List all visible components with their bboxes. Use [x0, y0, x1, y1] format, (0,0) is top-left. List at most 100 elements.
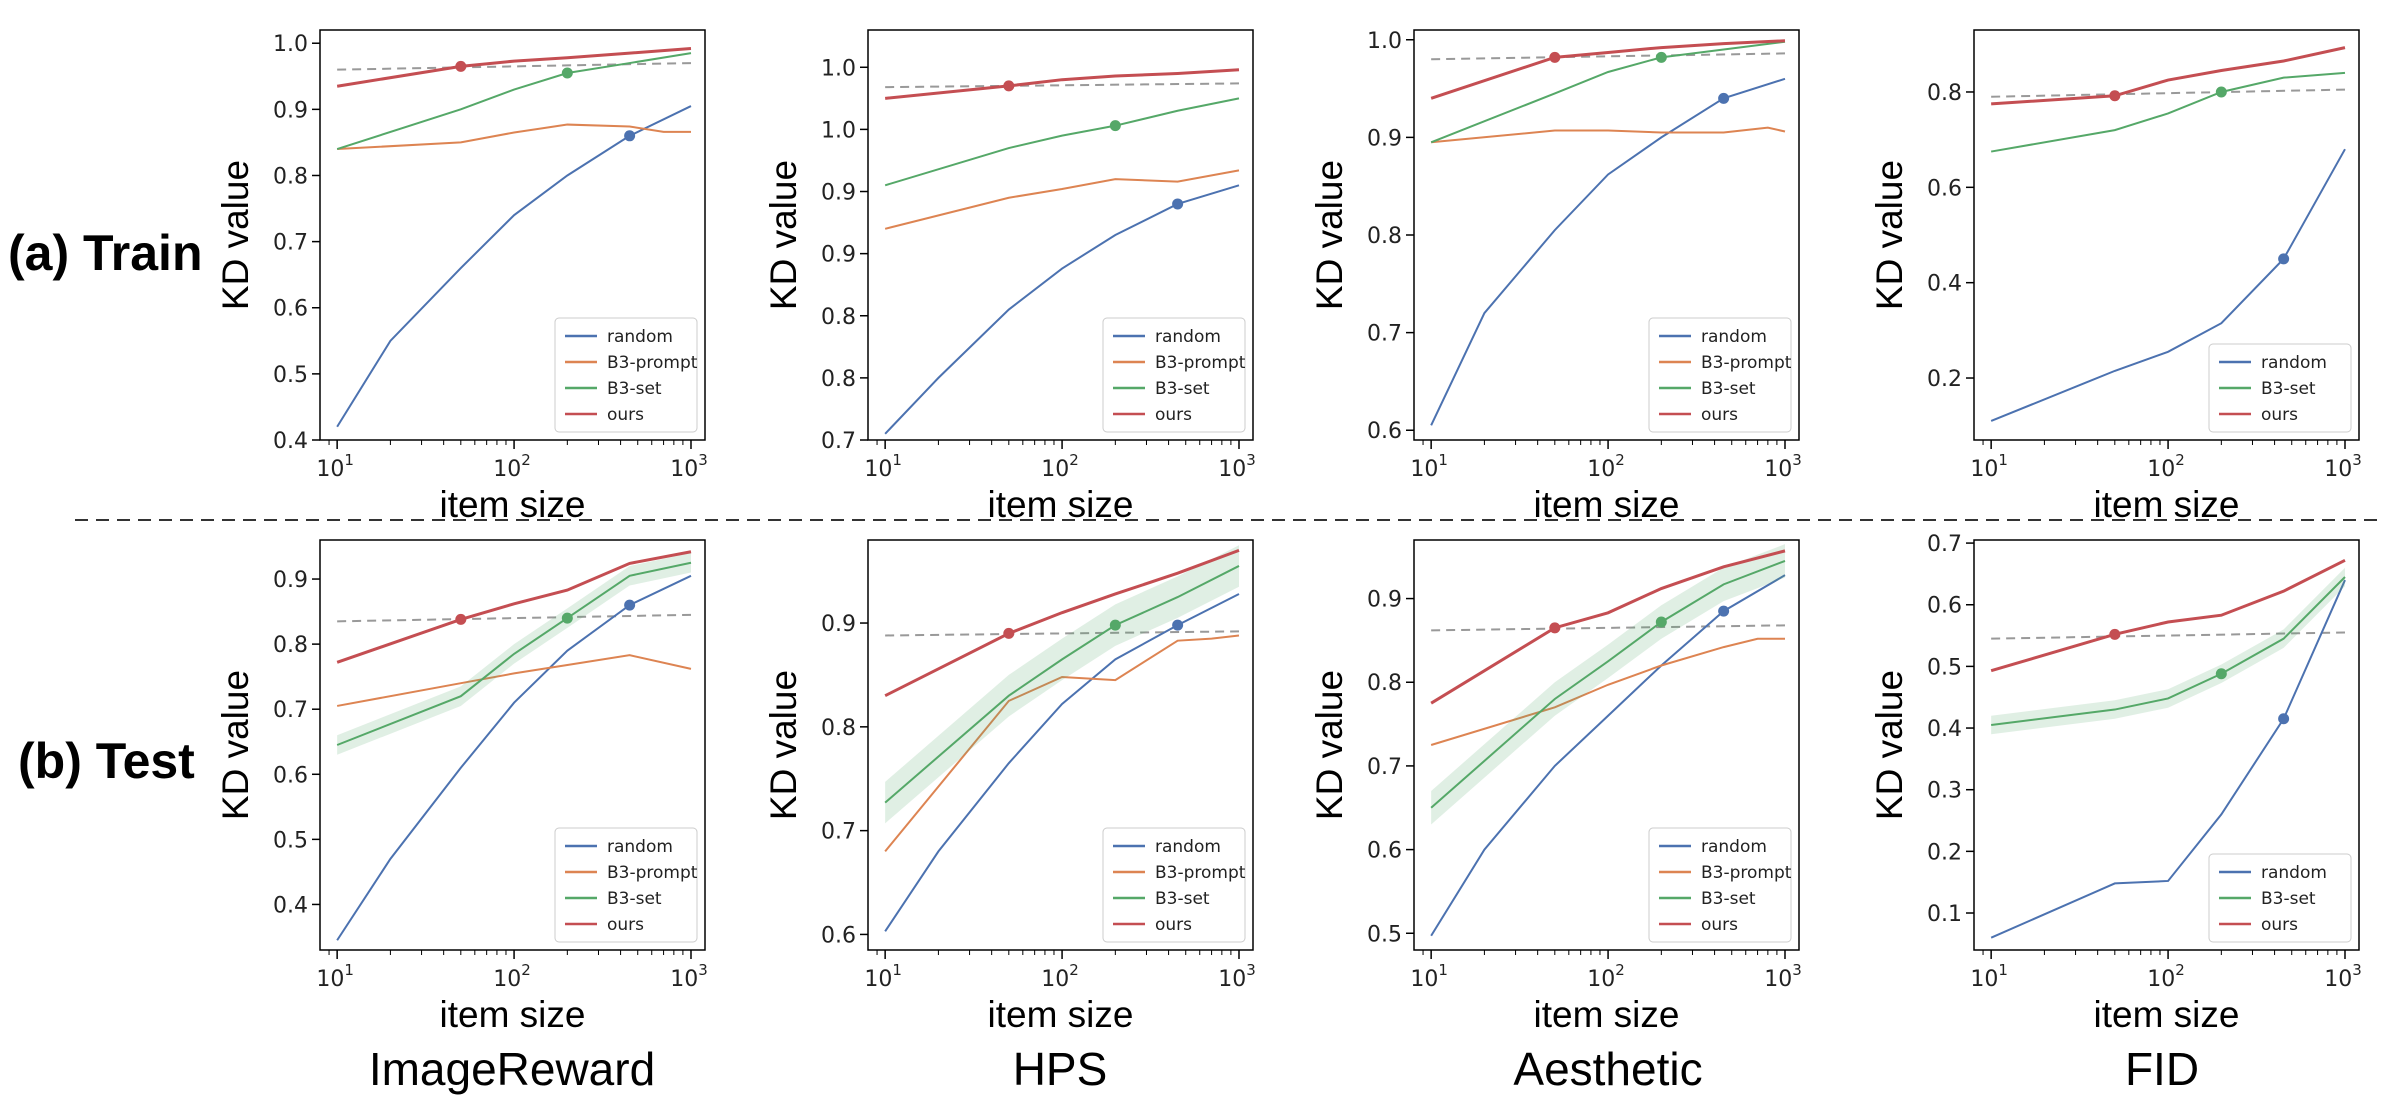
x-tick-label: 102 — [1041, 451, 1079, 482]
legend-label: ours — [1701, 915, 1738, 935]
y-tick-label: 0.8 — [1367, 671, 1402, 696]
series-line-b3-set — [1430, 40, 1786, 144]
legend: random B3-prompt B3-set ours — [1102, 317, 1246, 433]
y-axis-label: KD value — [1869, 670, 1910, 820]
x-tick-label: 101 — [1970, 961, 2008, 992]
series-marker-random — [1172, 198, 1184, 210]
y-axis-label: KD value — [215, 670, 256, 820]
legend-label: B3-set — [1155, 889, 1210, 909]
y-tick-label: 0.8 — [273, 633, 308, 658]
series-band-b3-set — [885, 545, 1239, 824]
column-label-fid: FID — [2125, 1043, 2199, 1095]
legend-label: B3-prompt — [1701, 353, 1792, 373]
y-tick-label: 0.7 — [1367, 755, 1402, 780]
series-marker-b3-set — [2215, 668, 2227, 680]
series-line-ours — [1430, 39, 1786, 100]
x-tick-label: 101 — [864, 961, 902, 992]
legend-box — [1648, 827, 1792, 943]
series-marker-b3-set — [1109, 120, 1121, 132]
series-marker-ours — [2109, 628, 2121, 640]
series-line-b3-set — [884, 97, 1240, 187]
legend-label: random — [1155, 837, 1221, 857]
legend-label: B3-prompt — [607, 353, 698, 373]
y-tick-label: 0.3 — [1927, 779, 1962, 804]
series-line-b3-set — [336, 52, 692, 150]
x-axis-label: item size — [2094, 484, 2240, 525]
x-tick-label: 102 — [2147, 961, 2185, 992]
x-tick-label: 101 — [864, 451, 902, 482]
legend-box — [2208, 853, 2352, 943]
series-marker-b3-set — [561, 612, 573, 624]
series-line-b3-prompt — [336, 654, 692, 707]
series-marker-ours — [455, 60, 467, 72]
series-line-ours — [336, 47, 692, 88]
series-line-b3-prompt — [337, 123, 691, 151]
legend-box — [2208, 343, 2352, 433]
legend-label: B3-set — [607, 889, 662, 909]
x-axis-label: item size — [988, 994, 1134, 1035]
legend-label: ours — [1701, 405, 1738, 425]
series-marker-ours — [1549, 51, 1561, 63]
series-marker-ours — [1003, 627, 1015, 639]
series-line-ours — [336, 550, 692, 664]
legend-label: B3-set — [2261, 889, 2316, 909]
chart-panel-2: 101 102 103 0.6 0.7 0.8 0.9 1.0 item size KD valu… — [1309, 29, 1802, 525]
y-axis-label: KD value — [215, 160, 256, 310]
y-tick-label: 0.8 — [821, 716, 856, 741]
legend: random B3-prompt B3-set ours — [1648, 827, 1792, 943]
chart-panel-6: 101 102 103 0.5 0.6 0.7 0.8 0.9 item size KD valu… — [1309, 539, 1802, 1035]
column-label-aesthetic: Aesthetic — [1513, 1043, 1702, 1095]
x-tick-label: 101 — [316, 451, 354, 482]
legend: random B3-set ours — [2208, 343, 2352, 433]
x-tick-label: 101 — [1970, 451, 2008, 482]
x-axis-label: item size — [988, 484, 1134, 525]
legend-box — [1102, 317, 1246, 433]
series-line-b3-set — [1991, 576, 2346, 726]
series-line-ours — [1990, 559, 2346, 673]
x-tick-label: 103 — [1218, 961, 1256, 992]
y-tick-label: 0.7 — [1367, 322, 1402, 347]
chart-panel-1: 101 102 103 0.7 0.8 0.8 0.9 0.9 1.0 1.0 item size K… — [763, 29, 1256, 525]
y-tick-label: 0.8 — [821, 305, 856, 330]
series-line-random — [1990, 148, 2346, 422]
legend-label: random — [2261, 353, 2327, 373]
y-tick-label: 0.7 — [273, 698, 308, 723]
legend-label: B3-set — [2261, 379, 2316, 399]
series-line-ours — [1991, 46, 2346, 106]
chart-panel-0: 101 102 103 0.4 0.5 0.6 0.7 0.8 0.9 1.0 item size K… — [215, 29, 708, 525]
x-tick-label: 101 — [316, 961, 354, 992]
y-tick-label: 0.9 — [1367, 126, 1402, 151]
y-tick-label: 0.9 — [1367, 588, 1402, 613]
x-tick-label: 102 — [493, 451, 531, 482]
y-tick-label: 0.9 — [273, 98, 308, 123]
y-axis-label: KD value — [1309, 160, 1350, 310]
x-tick-label: 103 — [2324, 961, 2362, 992]
series-marker-random — [1718, 605, 1730, 617]
y-tick-label: 1.0 — [1367, 29, 1402, 54]
legend-label: ours — [2261, 405, 2298, 425]
column-label-imagereward: ImageReward — [369, 1043, 655, 1095]
y-tick-label: 1.0 — [273, 32, 308, 57]
y-tick-label: 0.6 — [273, 297, 308, 322]
chart-panel-5: 101 102 103 0.6 0.7 0.8 0.9 item size KD value ra… — [763, 539, 1256, 1035]
x-axis-label: item size — [2094, 994, 2240, 1035]
series-line-b3-prompt — [884, 169, 1240, 230]
series-line-b3-set — [884, 565, 1240, 804]
legend-label: B3-prompt — [1155, 353, 1246, 373]
y-tick-label: 0.9 — [821, 181, 856, 206]
y-tick-label: 0.8 — [1367, 224, 1402, 249]
series-marker-ours — [2109, 90, 2121, 102]
legend-label: random — [1701, 837, 1767, 857]
x-tick-label: 102 — [1041, 961, 1079, 992]
legend-label: B3-set — [607, 379, 662, 399]
legend-label: B3-set — [1155, 379, 1210, 399]
legend-label: B3-set — [1701, 379, 1756, 399]
legend-label: B3-prompt — [607, 863, 698, 883]
x-tick-label: 103 — [2324, 451, 2362, 482]
legend-label: random — [1701, 327, 1767, 347]
series-marker-b3-set — [1109, 619, 1121, 631]
y-tick-label: 0.5 — [1927, 655, 1962, 680]
legend: random B3-set ours — [2208, 853, 2352, 943]
x-tick-label: 101 — [1410, 451, 1448, 482]
